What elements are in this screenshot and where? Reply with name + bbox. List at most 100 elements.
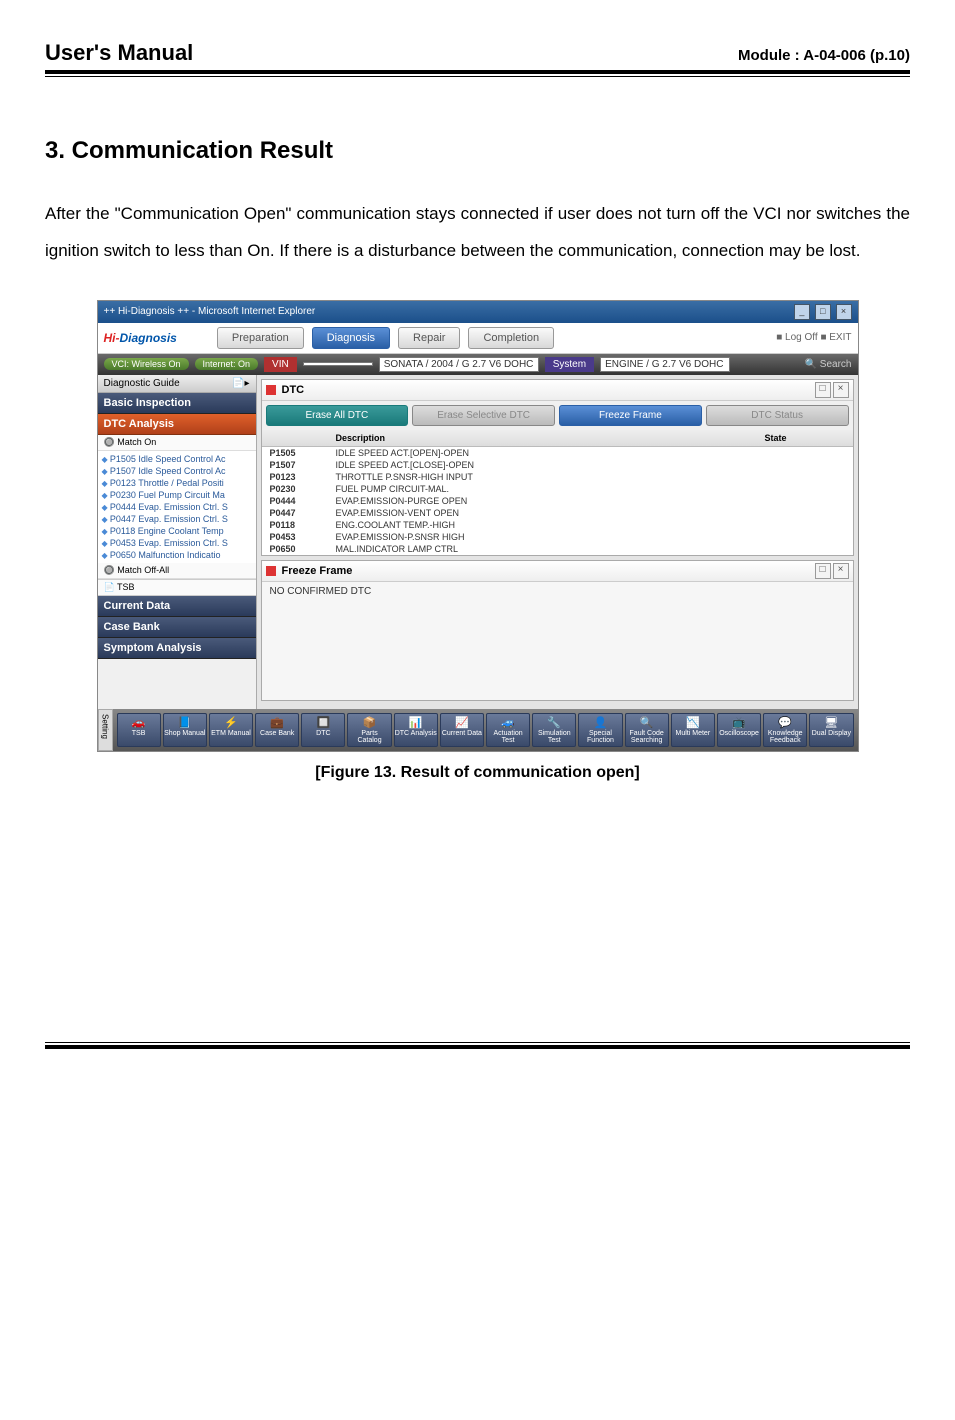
logo: Hi-Diagnosis	[104, 331, 177, 345]
sidebar-symptom-analysis[interactable]: Symptom Analysis	[98, 638, 256, 659]
sidebar-dtc-item[interactable]: P0118 Engine Coolant Temp	[102, 525, 256, 537]
ff-panel-title: Freeze Frame	[282, 565, 353, 577]
match-on-label: Match On	[117, 437, 156, 447]
nav-repair[interactable]: Repair	[398, 327, 460, 349]
window-title: ++ Hi-Diagnosis ++ - Microsoft Internet …	[104, 306, 316, 317]
toolbar-actuation-test[interactable]: 🚙Actuation Test	[486, 713, 530, 747]
dtc-status-button[interactable]: DTC Status	[706, 405, 849, 426]
toolbar-parts-catalog[interactable]: 📦Parts Catalog	[347, 713, 391, 747]
sidebar-dtc-analysis[interactable]: DTC Analysis	[98, 414, 256, 435]
dtc-row[interactable]: P0650MAL.INDICATOR LAMP CTRL	[262, 543, 853, 555]
toolbar-dtc-analysis[interactable]: 📊DTC Analysis	[394, 713, 438, 747]
toolbar-etm-manual[interactable]: ⚡ETM Manual	[209, 713, 253, 747]
erase-selective-dtc-button[interactable]: Erase Selective DTC	[412, 405, 555, 426]
app-window: ++ Hi-Diagnosis ++ - Microsoft Internet …	[97, 300, 859, 752]
sidebar-basic-inspection[interactable]: Basic Inspection	[98, 393, 256, 414]
tsb-label: TSB	[117, 582, 135, 592]
bottom-toolbar: 🚗TSB📘Shop Manual⚡ETM Manual💼Case Bank🔲DT…	[113, 709, 858, 751]
nav-preparation[interactable]: Preparation	[217, 327, 304, 349]
vin-field[interactable]	[303, 362, 373, 366]
col-description: Description	[328, 430, 757, 447]
dtc-button-row: Erase All DTC Erase Selective DTC Freeze…	[262, 401, 853, 430]
dtc-row[interactable]: P1505IDLE SPEED ACT.[OPEN]-OPEN	[262, 446, 853, 459]
header-rule-thick	[45, 70, 910, 74]
sidebar-dtc-item[interactable]: P1507 Idle Speed Control Ac	[102, 465, 256, 477]
system-label: System	[545, 357, 594, 372]
section-title: 3. Communication Result	[45, 137, 910, 165]
guide-icon: 📄▸	[232, 378, 249, 389]
toolbar-tsb[interactable]: 🚗TSB	[117, 713, 161, 747]
toolbar-multi-meter[interactable]: 📉Multi Meter	[671, 713, 715, 747]
logo-diag: Diagnosis	[120, 331, 177, 345]
panel-close-button[interactable]: ×	[833, 382, 849, 398]
match-off-label: Match Off-All	[117, 565, 169, 575]
dtc-row[interactable]: P0230FUEL PUMP CIRCUIT-MAL.	[262, 483, 853, 495]
dtc-panel-header: DTC □×	[262, 380, 853, 401]
model-field[interactable]: SONATA / 2004 / G 2.7 V6 DOHC	[379, 357, 539, 372]
sidebar-dtc-item[interactable]: P0444 Evap. Emission Ctrl. S	[102, 501, 256, 513]
dtc-panel-title: DTC	[282, 384, 305, 396]
figure-caption: [Figure 13. Result of communication open…	[45, 764, 910, 782]
search-link[interactable]: 🔍 Search	[805, 359, 852, 370]
toolbar-oscilloscope[interactable]: 📺Oscilloscope	[717, 713, 761, 747]
panel-max-button[interactable]: □	[815, 382, 831, 398]
close-button[interactable]: ×	[836, 304, 852, 320]
nav-completion[interactable]: Completion	[468, 327, 554, 349]
vin-label: VIN	[264, 357, 297, 372]
toolbar-dtc[interactable]: 🔲DTC	[301, 713, 345, 747]
setting-tab[interactable]: Setting	[98, 709, 113, 751]
module-id: Module : A-04-006 (p.10)	[738, 47, 910, 64]
toolbar-fault-code-searching[interactable]: 🔍Fault Code Searching	[625, 713, 669, 747]
toolbar-current-data[interactable]: 📈Current Data	[440, 713, 484, 747]
system-field[interactable]: ENGINE / G 2.7 V6 DOHC	[600, 357, 730, 372]
panel-icon	[266, 566, 276, 576]
dtc-row[interactable]: P0447EVAP.EMISSION-VENT OPEN	[262, 507, 853, 519]
sidebar-dtc-item[interactable]: P0123 Throttle / Pedal Positi	[102, 477, 256, 489]
toolbar-knowledge-feedback[interactable]: 💬Knowledge Feedback	[763, 713, 807, 747]
match-off[interactable]: 🔘 Match Off-All	[98, 563, 256, 579]
dtc-row[interactable]: P0118ENG.COOLANT TEMP.-HIGH	[262, 519, 853, 531]
match-on[interactable]: 🔘 Match On	[98, 435, 256, 451]
top-nav: Hi-Diagnosis Preparation Diagnosis Repai…	[98, 323, 858, 354]
sidebar-dtc-list: P1505 Idle Speed Control AcP1507 Idle Sp…	[98, 451, 256, 563]
col-state: State	[757, 430, 853, 447]
sidebar-dtc-item[interactable]: P0447 Evap. Emission Ctrl. S	[102, 513, 256, 525]
sidebar-case-bank[interactable]: Case Bank	[98, 617, 256, 638]
erase-all-dtc-button[interactable]: Erase All DTC	[266, 405, 409, 426]
sidebar-dtc-item[interactable]: P0230 Fuel Pump Circuit Ma	[102, 489, 256, 501]
freeze-frame-panel: Freeze Frame □× NO CONFIRMED DTC	[261, 560, 854, 701]
sidebar-guide[interactable]: Diagnostic Guide 📄▸	[98, 375, 256, 393]
top-links[interactable]: ■ Log Off ■ EXIT	[776, 332, 851, 343]
sidebar-dtc-item[interactable]: P0453 Evap. Emission Ctrl. S	[102, 537, 256, 549]
maximize-button[interactable]: □	[815, 304, 831, 320]
sidebar-dtc-item[interactable]: P1505 Idle Speed Control Ac	[102, 453, 256, 465]
header-rule-thin	[45, 76, 910, 77]
toolbar-simulation-test[interactable]: 🔧Simulation Test	[532, 713, 576, 747]
ff-message: NO CONFIRMED DTC	[262, 582, 853, 700]
dtc-row[interactable]: P0453EVAP.EMISSION-P.SNSR HIGH	[262, 531, 853, 543]
nav-diagnosis[interactable]: Diagnosis	[312, 327, 390, 349]
toolbar-special-function[interactable]: 👤Special Function	[578, 713, 622, 747]
body-paragraph: After the "Communication Open" communica…	[45, 195, 910, 270]
toolbar-dual-display[interactable]: 🖥Dual Display	[809, 713, 853, 747]
dtc-row[interactable]: P0444EVAP.EMISSION-PURGE OPEN	[262, 495, 853, 507]
sidebar-current-data[interactable]: Current Data	[98, 596, 256, 617]
dtc-row[interactable]: P1507IDLE SPEED ACT.[CLOSE]-OPEN	[262, 459, 853, 471]
sidebar-dtc-item[interactable]: P0650 Malfunction Indicatio	[102, 549, 256, 561]
vehicle-bar: VCI: Wireless On Internet: On VIN SONATA…	[98, 354, 858, 375]
sidebar-guide-label: Diagnostic Guide	[104, 378, 180, 389]
titlebar: ++ Hi-Diagnosis ++ - Microsoft Internet …	[98, 301, 858, 323]
toolbar-case-bank[interactable]: 💼Case Bank	[255, 713, 299, 747]
panel-max-button[interactable]: □	[815, 563, 831, 579]
sidebar-tsb[interactable]: 📄 TSB	[98, 579, 256, 596]
main-area: Diagnostic Guide 📄▸ Basic Inspection DTC …	[98, 375, 858, 709]
panel-close-button[interactable]: ×	[833, 563, 849, 579]
internet-status: Internet: On	[195, 358, 259, 370]
vci-status: VCI: Wireless On	[104, 358, 189, 370]
dtc-table: DescriptionState P1505IDLE SPEED ACT.[OP…	[262, 430, 853, 555]
dtc-row[interactable]: P0123THROTTLE P.SNSR-HIGH INPUT	[262, 471, 853, 483]
minimize-button[interactable]: _	[794, 304, 810, 320]
toolbar-shop-manual[interactable]: 📘Shop Manual	[163, 713, 207, 747]
ff-panel-header: Freeze Frame □×	[262, 561, 853, 582]
freeze-frame-button[interactable]: Freeze Frame	[559, 405, 702, 426]
